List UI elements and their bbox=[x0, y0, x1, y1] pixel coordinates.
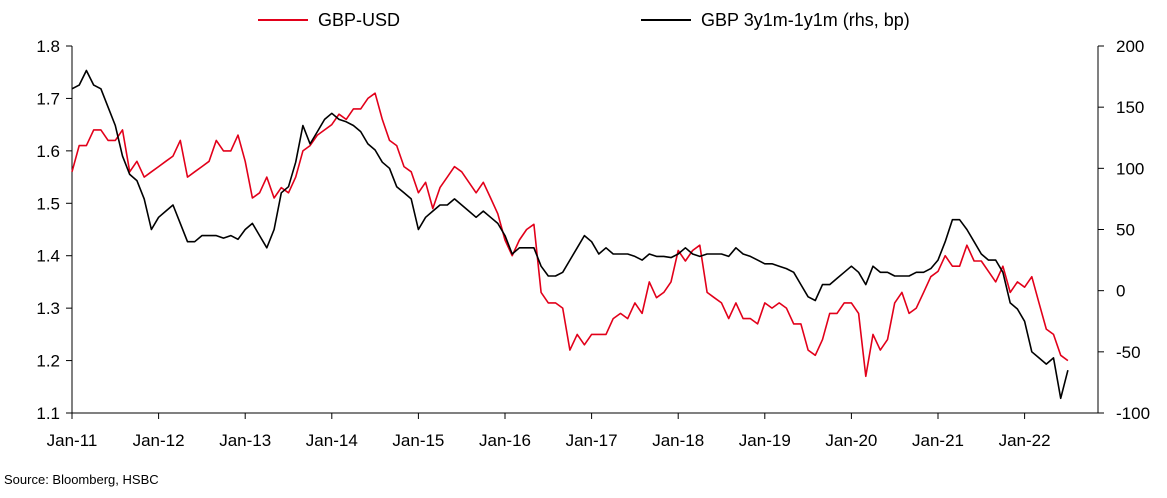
series-lines bbox=[71, 69, 1069, 400]
x-tick-label: Jan-18 bbox=[652, 431, 704, 450]
x-tick-label: Jan-12 bbox=[133, 431, 185, 450]
x-tick-label: Jan-21 bbox=[912, 431, 964, 450]
x-tick-label: Jan-20 bbox=[825, 431, 877, 450]
y-left-tick-label: 1.2 bbox=[36, 352, 60, 371]
x-tick-label: Jan-11 bbox=[47, 431, 98, 450]
series-line-gbp-usd bbox=[71, 92, 1069, 378]
y-right-tick-label: 100 bbox=[1116, 159, 1144, 178]
y-left-tick-label: 1.1 bbox=[36, 404, 60, 423]
x-tick-label: Jan-17 bbox=[566, 431, 618, 450]
series-line-gbp-3y1m-1y1m bbox=[71, 69, 1069, 400]
x-tick-label: Jan-22 bbox=[999, 431, 1051, 450]
x-tick-label: Jan-14 bbox=[306, 431, 358, 450]
axes bbox=[71, 46, 1099, 414]
legend: GBP-USD GBP 3y1m-1y1m (rhs, bp) bbox=[258, 10, 910, 30]
y-right-tick-label: 50 bbox=[1116, 221, 1135, 240]
y-axis-right-ticks: 200 150 100 50 0 -50 -100 bbox=[1098, 37, 1150, 423]
y-left-tick-label: 1.8 bbox=[36, 37, 60, 56]
legend-label-gbp-3y1m-1y1m: GBP 3y1m-1y1m (rhs, bp) bbox=[701, 10, 910, 30]
x-tick-label: Jan-19 bbox=[739, 431, 791, 450]
y-axis-left-ticks: 1.8 1.7 1.6 1.5 1.4 1.3 1.2 1.1 bbox=[36, 37, 72, 423]
line-chart: GBP-USD GBP 3y1m-1y1m (rhs, bp) 1.81.71.… bbox=[36, 10, 1150, 450]
y-left-tick-label: 1.4 bbox=[36, 247, 60, 266]
x-tick-label: Jan-15 bbox=[392, 431, 444, 450]
legend-label-gbp-usd: GBP-USD bbox=[318, 10, 400, 30]
y-right-tick-label: 200 bbox=[1116, 37, 1144, 56]
y-left-tick-label: 1.3 bbox=[36, 299, 60, 318]
source-note: Source: Bloomberg, HSBC bbox=[4, 472, 159, 487]
y-left-tick-label: 1.5 bbox=[36, 194, 60, 213]
y-right-tick-label: 150 bbox=[1116, 98, 1144, 117]
y-right-tick-label: -100 bbox=[1116, 404, 1150, 423]
x-axis-ticks: Jan-11 Jan-12 Jan-13 Jan-14 Jan-15 Jan-16 Jan-… bbox=[47, 413, 1051, 450]
x-tick-label: Jan-16 bbox=[479, 431, 531, 450]
y-left-tick-label: 1.7 bbox=[36, 89, 60, 108]
y-left-tick-label: 1.6 bbox=[36, 142, 60, 161]
y-right-tick-label: 0 bbox=[1116, 282, 1125, 301]
y-right-tick-label: -50 bbox=[1116, 343, 1141, 362]
x-tick-label: Jan-13 bbox=[219, 431, 271, 450]
